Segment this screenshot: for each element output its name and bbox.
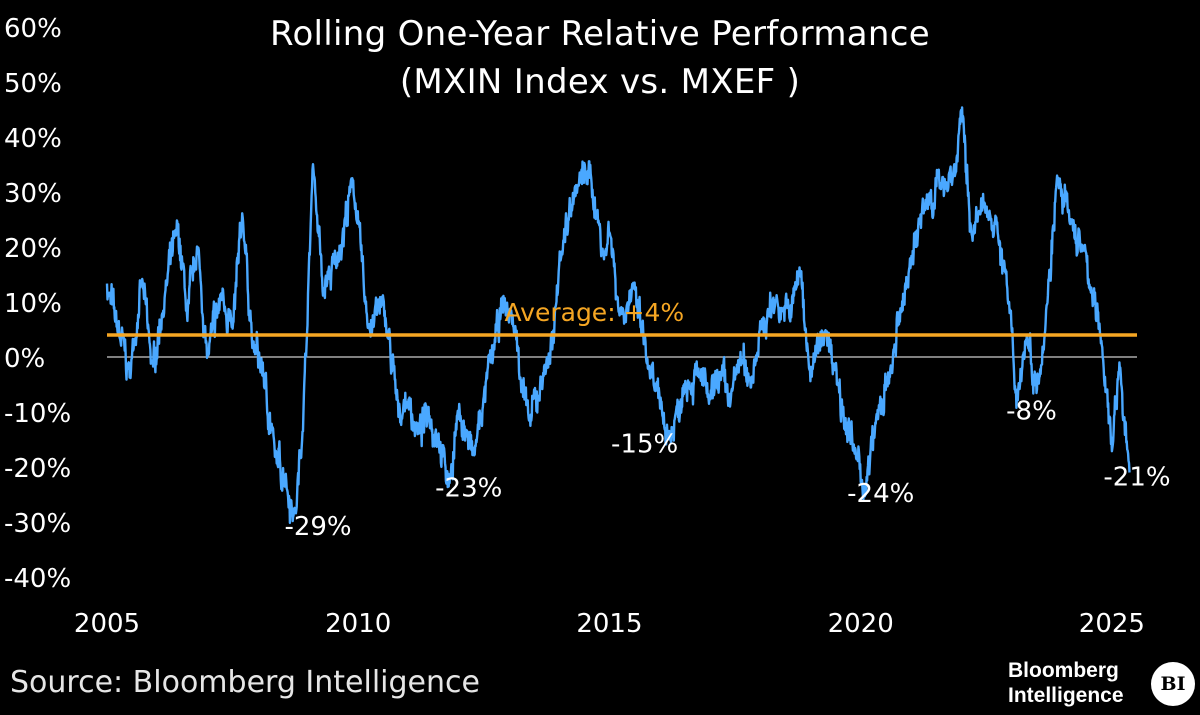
bi-badge-icon: BI bbox=[1151, 662, 1195, 706]
y-tick-label: -40% bbox=[4, 564, 71, 594]
trough-annotation: -24% bbox=[847, 479, 914, 509]
x-axis-ticks: 2005 2010 2015 2020 2025 bbox=[74, 609, 1145, 639]
source-note: Source: Bloomberg Intelligence bbox=[10, 665, 480, 700]
series-line bbox=[105, 106, 1131, 525]
y-tick-label: 10% bbox=[4, 289, 62, 319]
y-tick-label: -20% bbox=[4, 454, 71, 484]
annotations-group: -29% -23% -15% -24% -8% -21% bbox=[284, 396, 1170, 542]
logo-wordmark: Bloomberg Intelligence bbox=[1008, 658, 1124, 708]
x-tick-label: 2005 bbox=[74, 609, 140, 639]
y-tick-label: -30% bbox=[4, 509, 71, 539]
y-axis-ticks: 60% 50% 40% 30% 20% 10% 0% -10% -20% -30% -40% bbox=[4, 14, 71, 594]
chart-title: Rolling One-Year Relative Performance bbox=[270, 14, 930, 54]
trough-annotation: -29% bbox=[284, 512, 351, 542]
logo-line-2: Intelligence bbox=[1008, 684, 1124, 707]
y-tick-label: 60% bbox=[4, 14, 62, 44]
x-tick-label: 2020 bbox=[828, 609, 894, 639]
y-tick-label: 30% bbox=[4, 179, 62, 209]
y-tick-label: -10% bbox=[4, 399, 71, 429]
bloomberg-intelligence-logo: Bloomberg Intelligence BI bbox=[1008, 658, 1196, 714]
series-group bbox=[105, 106, 1131, 525]
y-tick-label: 50% bbox=[4, 69, 62, 99]
x-tick-label: 2015 bbox=[576, 609, 642, 639]
chart-subtitle: (MXIN Index vs. MXEF ) bbox=[399, 62, 801, 102]
trough-annotation: -15% bbox=[611, 429, 678, 459]
average-label: Average: +4% bbox=[505, 298, 685, 327]
x-tick-label: 2010 bbox=[325, 609, 391, 639]
y-tick-label: 40% bbox=[4, 124, 62, 154]
x-tick-label: 2025 bbox=[1079, 609, 1145, 639]
logo-line-1: Bloomberg bbox=[1008, 659, 1119, 682]
y-tick-label: 20% bbox=[4, 234, 62, 264]
y-tick-label: 0% bbox=[4, 344, 45, 374]
trough-annotation: -21% bbox=[1103, 462, 1170, 492]
trough-annotation: -8% bbox=[1006, 396, 1057, 426]
trough-annotation: -23% bbox=[435, 473, 502, 503]
